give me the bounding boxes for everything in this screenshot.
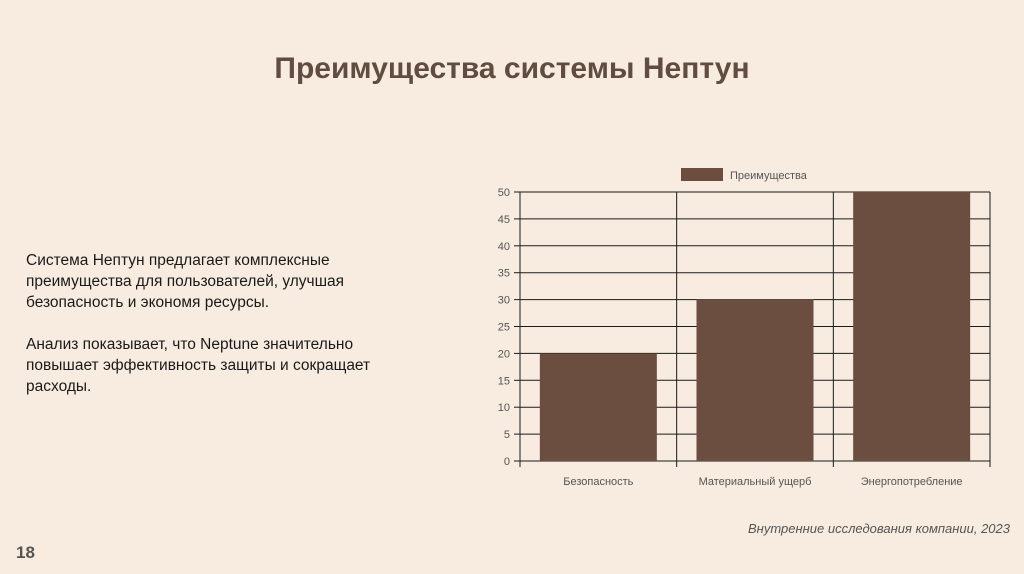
bar xyxy=(696,299,814,461)
y-tick-label: 40 xyxy=(498,241,510,253)
bar-chart: Преимущества 0 5 10 15 20 25 30 35 40 45 50 Безопасн… xyxy=(470,160,1010,500)
y-tick-label: 30 xyxy=(498,295,510,307)
x-tick-label: Энергопотребление xyxy=(861,476,963,488)
chart-canvas: Преимущества 0 5 10 15 20 25 30 35 40 45 50 Безопасн… xyxy=(498,168,991,488)
slide-title: Преимущества системы Нептун xyxy=(274,52,750,85)
page-number: 18 xyxy=(16,543,35,562)
bar xyxy=(539,353,657,461)
y-tick-label: 15 xyxy=(498,375,510,387)
y-tick-label: 5 xyxy=(504,429,510,441)
body-paragraph-2: Анализ показывает, что Neptune значитель… xyxy=(26,336,371,395)
y-tick-label: 10 xyxy=(498,402,510,414)
y-tick-label: 25 xyxy=(498,322,510,334)
legend-swatch xyxy=(681,168,723,181)
x-tick-label: Безопасность xyxy=(563,476,633,488)
x-tick-label: Материальный ущерб xyxy=(699,476,812,488)
y-tick-label: 35 xyxy=(498,268,510,280)
body-paragraph-1: Система Нептун предлагает комплексные пр… xyxy=(26,252,345,311)
y-tick-label: 20 xyxy=(498,348,510,360)
legend-label: Преимущества xyxy=(730,170,808,182)
y-tick-label: 50 xyxy=(498,187,510,199)
y-tick-label: 0 xyxy=(504,456,510,468)
bar xyxy=(853,192,971,461)
y-tick-label: 45 xyxy=(498,214,510,226)
source-note: Внутренние исследования компании, 2023 xyxy=(748,521,1010,536)
body-text: Система Нептун предлагает комплексные пр… xyxy=(26,250,421,418)
